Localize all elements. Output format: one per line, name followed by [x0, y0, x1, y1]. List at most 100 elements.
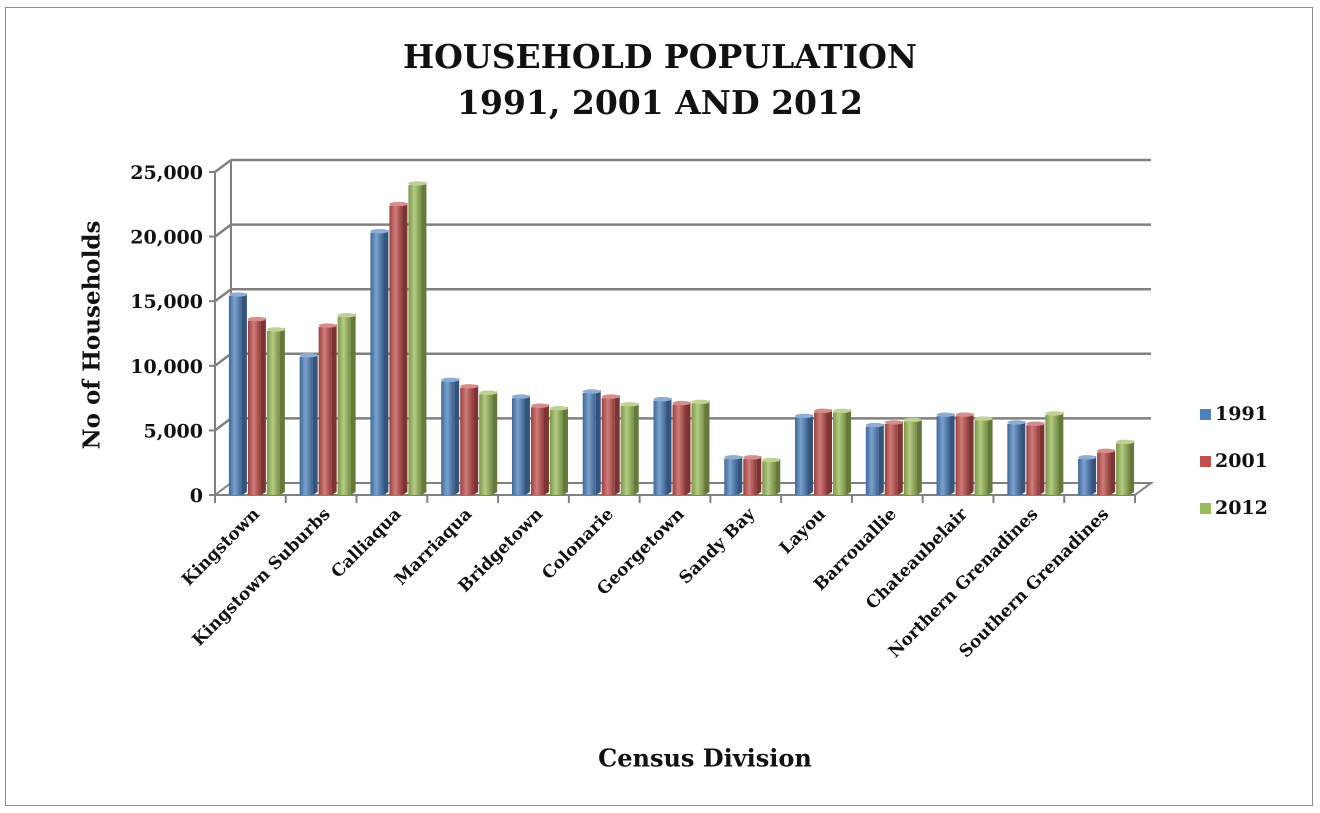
bar-top	[370, 229, 389, 234]
y-tick-label: 15,000	[130, 291, 203, 313]
bar-top	[955, 412, 974, 417]
y-tick-label: 5,000	[144, 420, 204, 442]
bar-side	[1091, 455, 1097, 495]
y-tick-label: 20,000	[130, 227, 203, 249]
bar-side	[737, 455, 743, 495]
bar-top	[549, 406, 568, 411]
bar	[724, 455, 743, 495]
bar	[582, 389, 601, 495]
bar-front	[620, 405, 634, 495]
bar	[601, 394, 620, 495]
bars	[228, 181, 1135, 496]
bar-top	[228, 292, 247, 297]
bar-side	[808, 414, 814, 495]
bar-top	[865, 422, 884, 428]
legend: 1991 2001 2012	[1200, 403, 1268, 519]
bar	[408, 181, 427, 496]
bar-top	[814, 408, 833, 414]
x-tick-label: Kingstown Suburbs	[189, 504, 335, 650]
bar-side	[312, 353, 318, 495]
bar-top	[299, 353, 318, 358]
bar	[370, 229, 389, 495]
bar	[653, 396, 672, 495]
bar-side	[524, 395, 530, 495]
bar-top	[672, 400, 691, 406]
chart-title-line-1: HOUSEHOLD POPULATION	[403, 37, 917, 76]
bar-side	[614, 395, 620, 495]
bar-side	[595, 389, 601, 495]
bar-side	[756, 455, 762, 495]
bar	[549, 406, 568, 495]
bar-side	[454, 378, 460, 495]
bar	[318, 323, 337, 495]
bar-front	[549, 409, 563, 495]
bar-front	[955, 416, 969, 495]
bar-top	[582, 389, 601, 394]
legend-swatch	[1200, 409, 1211, 420]
bar	[530, 403, 549, 495]
bar-side	[666, 397, 672, 495]
bar-front	[1045, 414, 1059, 495]
bar	[691, 399, 710, 495]
bar	[936, 412, 955, 495]
bar-side	[473, 384, 479, 495]
bar-top	[724, 455, 743, 460]
y-tick-label: 0	[190, 485, 203, 507]
bar	[1007, 420, 1026, 495]
bar-front	[530, 407, 544, 495]
bar-side	[1058, 411, 1064, 495]
gridline-depth	[214, 159, 232, 173]
bar-front	[266, 330, 280, 495]
bar-side	[1110, 449, 1116, 495]
bar-side	[492, 391, 498, 495]
bar-top	[1026, 421, 1045, 426]
bar-side	[633, 402, 639, 495]
bar	[974, 416, 993, 495]
bar-top	[1078, 455, 1097, 460]
bar	[511, 394, 530, 495]
bar	[1026, 421, 1045, 495]
bar	[620, 402, 639, 495]
bar-front	[724, 458, 738, 495]
bar-side	[1129, 440, 1135, 495]
bar	[865, 422, 884, 495]
bar-front	[441, 381, 455, 495]
x-tick-label: Northern Grenadines	[885, 504, 1043, 662]
bar-top	[1007, 420, 1026, 425]
gridline-depth	[214, 223, 232, 238]
bar-front	[743, 458, 757, 495]
bar	[337, 313, 356, 495]
bar-top	[511, 394, 530, 399]
bar-side	[846, 409, 852, 495]
bar-side	[685, 401, 691, 495]
legend-label: 1991	[1215, 403, 1268, 425]
bar	[266, 327, 285, 495]
bar-side	[987, 417, 993, 495]
bar-front	[479, 394, 493, 495]
bar-top	[460, 384, 479, 389]
bar	[795, 413, 814, 495]
gridline-depth	[214, 352, 232, 367]
x-tick-label: Sandy Bay	[675, 504, 760, 589]
bar-side	[1020, 420, 1026, 495]
bar-side	[704, 400, 710, 495]
bar	[833, 408, 852, 495]
bar-front	[299, 356, 313, 495]
bar-top	[530, 403, 549, 408]
bar	[299, 353, 318, 495]
bar-top	[318, 323, 337, 328]
bar-front	[653, 400, 667, 495]
x-tick-label: Calliaqua	[328, 504, 406, 582]
bar-front	[1026, 425, 1040, 495]
bar-top	[884, 420, 903, 425]
bar	[389, 201, 408, 496]
bar-top	[247, 316, 266, 322]
legend-label: 2012	[1215, 497, 1268, 519]
bar-top	[266, 327, 285, 332]
bar-front	[460, 387, 474, 495]
bar-side	[350, 313, 356, 495]
bar-top	[620, 402, 639, 407]
bar-top	[833, 408, 852, 414]
chart-title-line-2: 1991, 2001 AND 2012	[457, 83, 863, 122]
